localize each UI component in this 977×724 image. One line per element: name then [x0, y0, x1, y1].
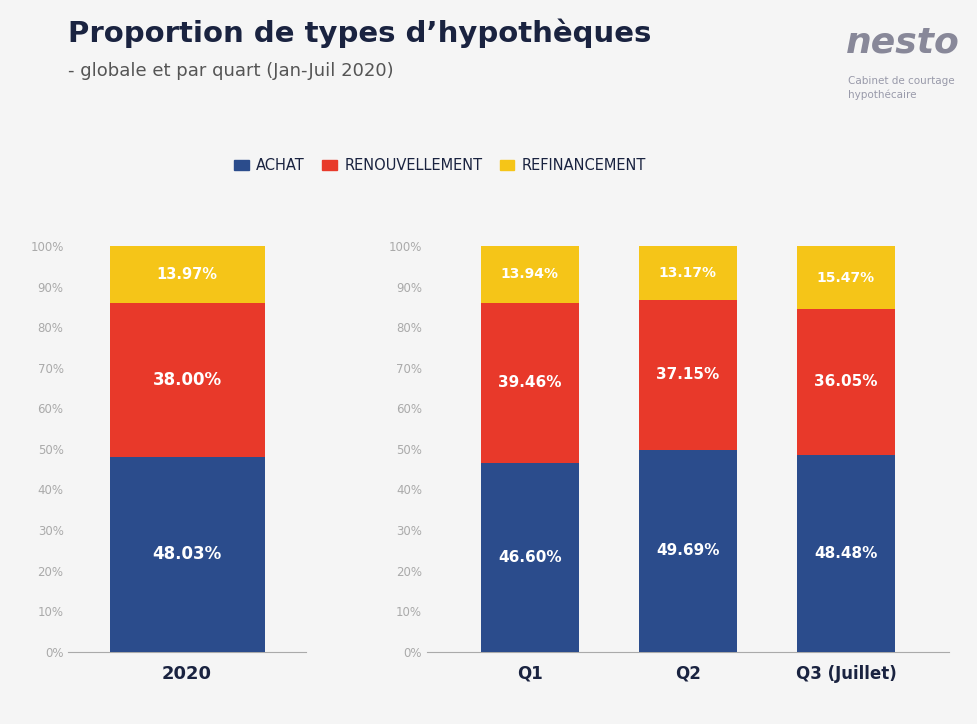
Legend: ACHAT, RENOUVELLEMENT, REFINANCEMENT: ACHAT, RENOUVELLEMENT, REFINANCEMENT	[228, 152, 652, 179]
Text: 15.47%: 15.47%	[816, 271, 874, 285]
Text: 39.46%: 39.46%	[497, 375, 561, 390]
Bar	[109, 246, 264, 303]
Text: Proportion de types d’hypothèques: Proportion de types d’hypothèques	[68, 18, 651, 48]
Bar	[481, 463, 578, 652]
Text: 48.48%: 48.48%	[814, 546, 876, 561]
Text: 13.94%: 13.94%	[500, 267, 558, 282]
Text: 13.97%: 13.97%	[156, 267, 217, 282]
Bar	[638, 246, 736, 300]
Text: 48.03%: 48.03%	[152, 545, 222, 563]
Bar	[481, 303, 578, 463]
Bar	[109, 303, 264, 457]
Text: 46.60%: 46.60%	[497, 550, 561, 565]
Bar	[481, 246, 578, 303]
Bar	[796, 455, 894, 652]
Bar	[796, 246, 894, 309]
Text: 36.05%: 36.05%	[813, 374, 876, 390]
Text: 13.17%: 13.17%	[658, 266, 716, 279]
Bar	[109, 457, 264, 652]
Bar	[638, 300, 736, 450]
Bar	[638, 450, 736, 652]
Text: nesto: nesto	[845, 25, 958, 59]
Text: 37.15%: 37.15%	[656, 367, 719, 382]
Bar	[796, 309, 894, 455]
Text: - globale et par quart (Jan-Juil 2020): - globale et par quart (Jan-Juil 2020)	[68, 62, 394, 80]
Text: 38.00%: 38.00%	[152, 371, 222, 389]
Text: Cabinet de courtage
hypothécaire: Cabinet de courtage hypothécaire	[847, 76, 954, 100]
Text: 49.69%: 49.69%	[656, 544, 719, 558]
